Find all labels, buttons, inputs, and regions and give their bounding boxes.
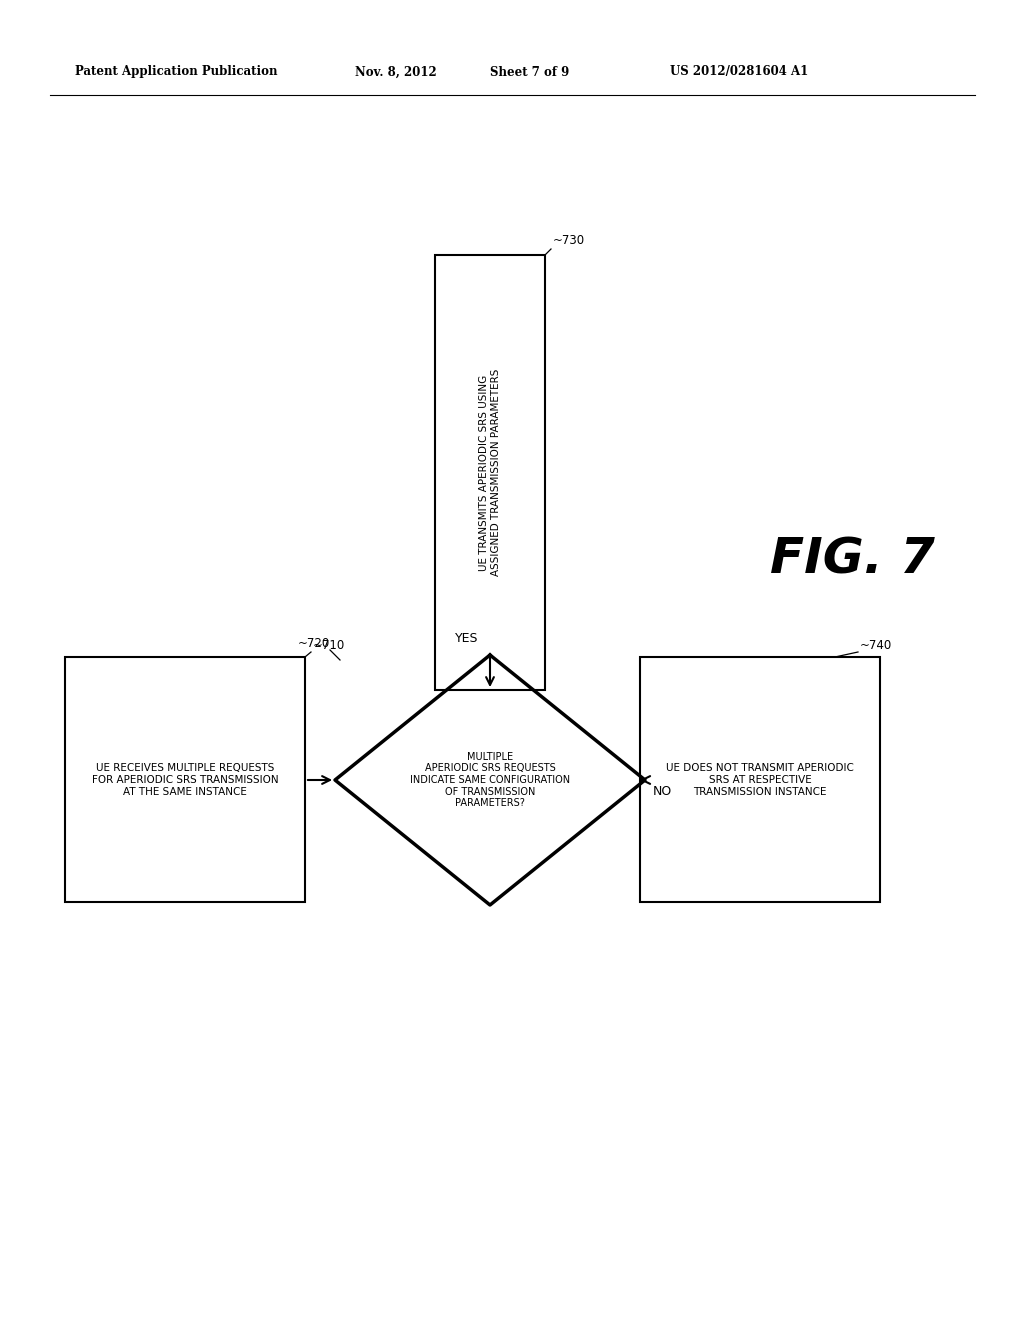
Bar [65,657,305,902]
Text: UE TRANSMITS APERIODIC SRS USING
ASSIGNED TRANSMISSION PARAMETERS: UE TRANSMITS APERIODIC SRS USING ASSIGNE… [479,368,501,577]
Text: UE RECEIVES MULTIPLE REQUESTS
FOR APERIODIC SRS TRANSMISSION
AT THE SAME INSTANC: UE RECEIVES MULTIPLE REQUESTS FOR APERIO… [92,763,279,796]
Bar [640,657,880,902]
Text: YES: YES [455,632,478,645]
Text: ~730: ~730 [553,234,585,247]
Text: NO: NO [653,785,672,799]
Text: Patent Application Publication: Patent Application Publication [75,66,278,78]
Bar [435,255,545,690]
Text: ~720: ~720 [298,638,330,649]
Text: ~740: ~740 [860,639,892,652]
Text: FIG. 7: FIG. 7 [770,536,935,583]
Text: US 2012/0281604 A1: US 2012/0281604 A1 [670,66,808,78]
Text: Nov. 8, 2012: Nov. 8, 2012 [355,66,437,78]
Text: Sheet 7 of 9: Sheet 7 of 9 [490,66,569,78]
Text: ~710: ~710 [313,639,345,652]
Text: MULTIPLE
APERIODIC SRS REQUESTS
INDICATE SAME CONFIGURATION
OF TRANSMISSION
PARA: MULTIPLE APERIODIC SRS REQUESTS INDICATE… [410,752,570,808]
Text: UE DOES NOT TRANSMIT APERIODIC
SRS AT RESPECTIVE
TRANSMISSION INSTANCE: UE DOES NOT TRANSMIT APERIODIC SRS AT RE… [666,763,854,796]
